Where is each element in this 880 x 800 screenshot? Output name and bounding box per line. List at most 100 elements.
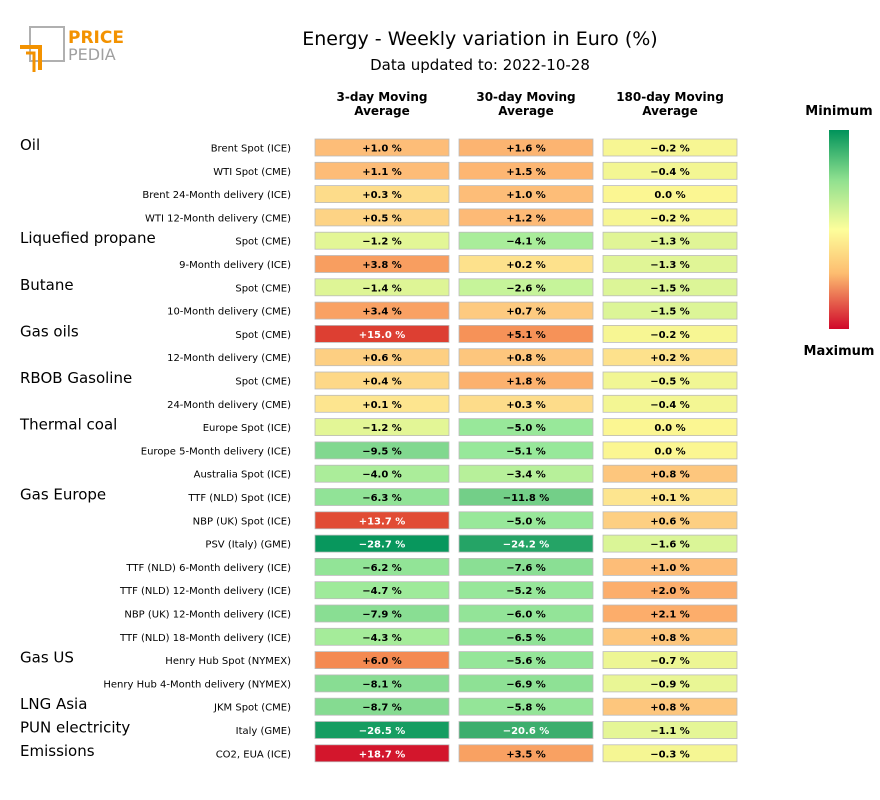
logo-text-pedia: PEDIA <box>68 45 116 64</box>
column-headers: 3-day Moving Average 30-day Moving Avera… <box>337 90 724 118</box>
heatmap-cell-value: 0.0 % <box>654 446 685 457</box>
row-label: TTF (NLD) 6-Month delivery (ICE) <box>125 563 291 574</box>
heatmap-cell-value: −4.1 % <box>506 237 546 248</box>
row-label: TTF (NLD) 18-Month delivery (ICE) <box>119 633 291 644</box>
heatmap-cell <box>602 488 738 506</box>
heatmap-cell-value: −7.6 % <box>506 563 546 574</box>
heatmap-cell <box>314 324 450 343</box>
heatmap-cell <box>458 208 594 227</box>
heatmap-cell <box>314 534 450 553</box>
heatmap-cell-value: −6.9 % <box>506 679 546 690</box>
heatmap-cell <box>602 697 738 716</box>
group-label: Thermal coal <box>19 416 117 434</box>
heatmap-cell <box>314 721 450 739</box>
heatmap-cell <box>602 464 738 483</box>
heatmap-cell-value: −1.3 % <box>650 237 690 248</box>
heatmap-cell-value: −5.0 % <box>506 423 546 434</box>
heatmap-cell <box>458 418 594 437</box>
heatmap-cell-value: 0.0 % <box>654 423 685 434</box>
row-label: Brent 24-Month delivery (ICE) <box>142 190 291 201</box>
heatmap-cell-value: −28.7 % <box>359 540 406 551</box>
heatmap-cell-value: −1.2 % <box>362 237 402 248</box>
heatmap-rows: Oil Brent Spot (ICE) +1.0 % +1.6 % −0.2 % WTI… <box>19 136 738 763</box>
heatmap-cell-value: +0.3 % <box>362 190 402 201</box>
heatmap-cell <box>314 651 450 669</box>
heatmap-cell <box>602 138 738 157</box>
heatmap-cell <box>602 301 738 320</box>
heatmap-cell <box>602 278 738 297</box>
row-label: TTF (NLD) Spot (ICE) <box>187 493 291 504</box>
heatmap-cell <box>314 161 450 180</box>
row-label: Spot (CME) <box>235 330 291 341</box>
heatmap-cell-value: +0.1 % <box>362 400 402 411</box>
heatmap-cell-value: +0.5 % <box>362 213 402 224</box>
heatmap-cell-value: +0.2 % <box>506 260 546 271</box>
heatmap-cell-value: −4.7 % <box>362 586 402 597</box>
heatmap-cell-value: +18.7 % <box>359 749 406 760</box>
heatmap-cell <box>314 231 450 250</box>
heatmap-cell <box>602 604 738 623</box>
heatmap-cell-value: −24.2 % <box>503 540 550 551</box>
heatmap-cell-value: −5.6 % <box>506 656 546 667</box>
heatmap-cell <box>602 651 738 669</box>
heatmap-cell-value: +0.6 % <box>650 516 690 527</box>
heatmap-cell <box>314 674 450 693</box>
group-label: Butane <box>20 276 74 294</box>
heatmap-cell <box>458 721 594 739</box>
heatmap-cell <box>314 185 450 204</box>
heatmap-cell-value: +0.6 % <box>362 353 402 364</box>
heatmap-cell-value: +1.6 % <box>506 144 546 155</box>
heatmap-cell <box>602 441 738 460</box>
heatmap-cell-value: −5.1 % <box>506 446 546 457</box>
heatmap-cell <box>602 348 738 367</box>
heatmap-cell <box>458 394 594 413</box>
heatmap-cell <box>314 464 450 483</box>
heatmap-cell-value: −8.7 % <box>362 703 402 714</box>
heatmap-cell-value: −5.8 % <box>506 703 546 714</box>
row-label: Australia Spot (ICE) <box>194 470 291 481</box>
heatmap-cell <box>602 255 738 273</box>
legend-maximum-label: Maximum <box>804 344 875 359</box>
heatmap-cell-value: −0.7 % <box>650 656 690 667</box>
heatmap-cell <box>602 558 738 576</box>
heatmap-cell-value: +0.7 % <box>506 307 546 318</box>
heatmap-cell-value: −3.4 % <box>506 470 546 481</box>
heatmap-cell <box>314 138 450 157</box>
heatmap-cell-value: −0.2 % <box>650 330 690 341</box>
heatmap-cell-value: +1.0 % <box>506 190 546 201</box>
heatmap-cell <box>602 744 738 763</box>
heatmap-cell <box>314 418 450 437</box>
heatmap-cell-value: +1.5 % <box>506 167 546 178</box>
heatmap-cell <box>458 138 594 157</box>
row-label: Henry Hub Spot (NYMEX) <box>165 656 291 667</box>
heatmap-cell-value: −9.5 % <box>362 446 402 457</box>
heatmap-cell-value: −1.5 % <box>650 307 690 318</box>
heatmap-cell <box>314 371 450 390</box>
heatmap-cell-value: +5.1 % <box>506 330 546 341</box>
heatmap-cell <box>458 371 594 390</box>
column-header-180day-line1: 180-day Moving <box>616 90 724 104</box>
heatmap-cell-value: +13.7 % <box>359 516 406 527</box>
heatmap-cell-value: −20.6 % <box>503 726 550 737</box>
heatmap-cell <box>314 604 450 623</box>
heatmap-cell-value: −0.5 % <box>650 377 690 388</box>
heatmap-cell <box>458 511 594 530</box>
heatmap-cell <box>458 464 594 483</box>
heatmap-cell <box>314 744 450 763</box>
heatmap-cell <box>458 697 594 716</box>
heatmap-cell <box>314 558 450 576</box>
heatmap-cell-value: −8.1 % <box>362 679 402 690</box>
heatmap-cell-value: +0.4 % <box>362 377 402 388</box>
heatmap-cell <box>602 394 738 413</box>
heatmap-cell-value: +1.8 % <box>506 377 546 388</box>
column-header-30day-line2: Average <box>498 104 554 118</box>
heatmap-cell <box>602 418 738 437</box>
heatmap-cell <box>602 371 738 390</box>
heatmap-cell-value: −0.4 % <box>650 400 690 411</box>
heatmap-cell-value: +1.0 % <box>650 563 690 574</box>
group-label: Gas oils <box>20 322 79 340</box>
row-label: NBP (UK) 12-Month delivery (ICE) <box>124 610 291 621</box>
group-label: Emissions <box>20 742 95 760</box>
heatmap-cell <box>602 627 738 646</box>
column-header-30day-line1: 30-day Moving <box>476 90 575 104</box>
